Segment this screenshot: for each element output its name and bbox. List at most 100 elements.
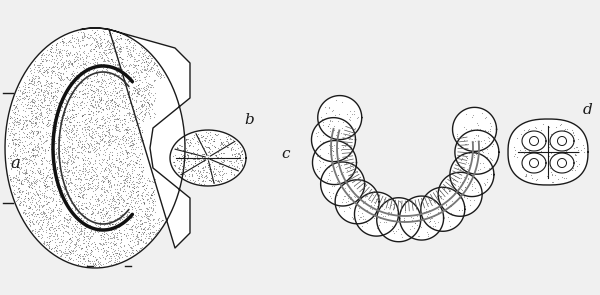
Point	[112, 38, 121, 43]
Point	[81, 224, 91, 229]
Point	[70, 75, 79, 79]
Point	[5, 130, 15, 135]
Point	[343, 155, 352, 160]
Point	[203, 130, 212, 135]
Point	[56, 64, 66, 69]
Polygon shape	[522, 153, 546, 173]
Point	[65, 52, 74, 57]
Point	[207, 173, 217, 178]
Point	[65, 255, 74, 259]
Point	[42, 122, 52, 127]
Point	[126, 146, 136, 151]
Point	[9, 132, 19, 137]
Point	[20, 175, 30, 180]
Point	[148, 209, 157, 214]
Point	[28, 221, 38, 225]
Point	[122, 150, 132, 154]
Point	[327, 144, 337, 148]
Point	[87, 258, 97, 263]
Point	[103, 179, 113, 184]
Point	[50, 112, 59, 117]
Point	[37, 223, 47, 227]
Point	[51, 228, 61, 233]
Point	[64, 168, 74, 172]
Point	[67, 150, 77, 155]
Point	[105, 98, 115, 102]
Point	[93, 55, 103, 60]
Point	[106, 81, 115, 86]
Point	[128, 104, 138, 108]
Point	[64, 60, 74, 65]
Point	[199, 145, 209, 150]
Point	[229, 142, 239, 146]
Point	[38, 160, 47, 165]
Point	[16, 165, 26, 170]
Point	[215, 137, 225, 141]
Point	[118, 204, 128, 208]
Point	[30, 197, 40, 201]
Point	[60, 123, 70, 127]
Point	[108, 196, 118, 200]
Point	[124, 111, 133, 116]
Point	[149, 78, 158, 82]
Point	[427, 203, 437, 208]
Point	[55, 78, 64, 83]
Point	[17, 90, 27, 95]
Point	[47, 122, 57, 127]
Point	[145, 230, 155, 235]
Point	[141, 73, 151, 78]
Point	[140, 77, 150, 82]
Point	[58, 118, 67, 123]
Point	[108, 72, 118, 77]
Point	[29, 147, 38, 152]
Point	[76, 88, 85, 93]
Point	[43, 235, 52, 239]
Point	[450, 190, 460, 194]
Point	[71, 240, 81, 244]
Point	[123, 128, 133, 132]
Point	[59, 112, 68, 116]
Point	[110, 226, 119, 231]
Point	[50, 226, 60, 231]
Point	[121, 173, 130, 178]
Point	[378, 214, 388, 219]
Point	[103, 42, 112, 47]
Point	[126, 72, 136, 77]
Point	[109, 123, 118, 128]
Point	[27, 110, 37, 115]
Point	[150, 91, 160, 96]
Point	[95, 255, 105, 260]
Point	[83, 83, 93, 88]
Point	[314, 168, 323, 173]
Polygon shape	[438, 172, 482, 216]
Point	[67, 129, 76, 134]
Point	[183, 137, 193, 141]
Point	[110, 199, 119, 203]
Point	[32, 145, 42, 150]
Point	[118, 170, 127, 174]
Point	[19, 176, 29, 181]
Point	[188, 149, 198, 154]
Point	[74, 74, 84, 79]
Point	[334, 129, 344, 133]
Point	[19, 122, 28, 126]
Point	[62, 117, 72, 122]
Point	[98, 49, 107, 54]
Point	[142, 197, 152, 202]
Point	[149, 60, 158, 65]
Point	[87, 128, 97, 133]
Point	[91, 207, 100, 212]
Point	[125, 201, 134, 206]
Point	[77, 35, 86, 40]
Point	[128, 185, 138, 190]
Point	[20, 118, 29, 122]
Point	[131, 107, 141, 112]
Point	[28, 159, 37, 163]
Point	[101, 164, 111, 169]
Point	[399, 215, 409, 220]
Point	[143, 62, 153, 67]
Point	[127, 143, 136, 148]
Point	[7, 127, 17, 132]
Point	[66, 188, 76, 193]
Point	[136, 206, 145, 211]
